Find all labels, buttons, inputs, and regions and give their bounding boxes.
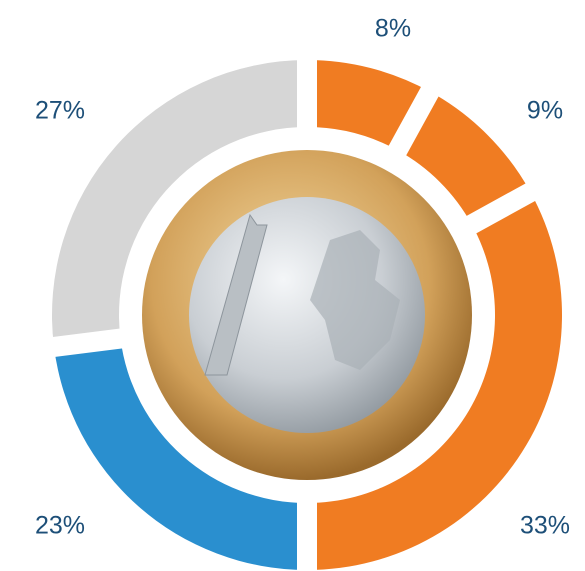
value-label: 33% xyxy=(520,512,570,540)
value-label: 8% xyxy=(375,15,411,43)
segment-gap xyxy=(34,338,125,350)
value-label: 9% xyxy=(527,97,563,125)
page: 8%9%33%23%27% (() => { const data = JSON… xyxy=(0,0,585,571)
value-label: 23% xyxy=(35,512,85,540)
value-label: 27% xyxy=(35,97,85,125)
chart: 8% 9% 33% 23% 27% xyxy=(0,0,585,571)
coin xyxy=(142,150,472,480)
